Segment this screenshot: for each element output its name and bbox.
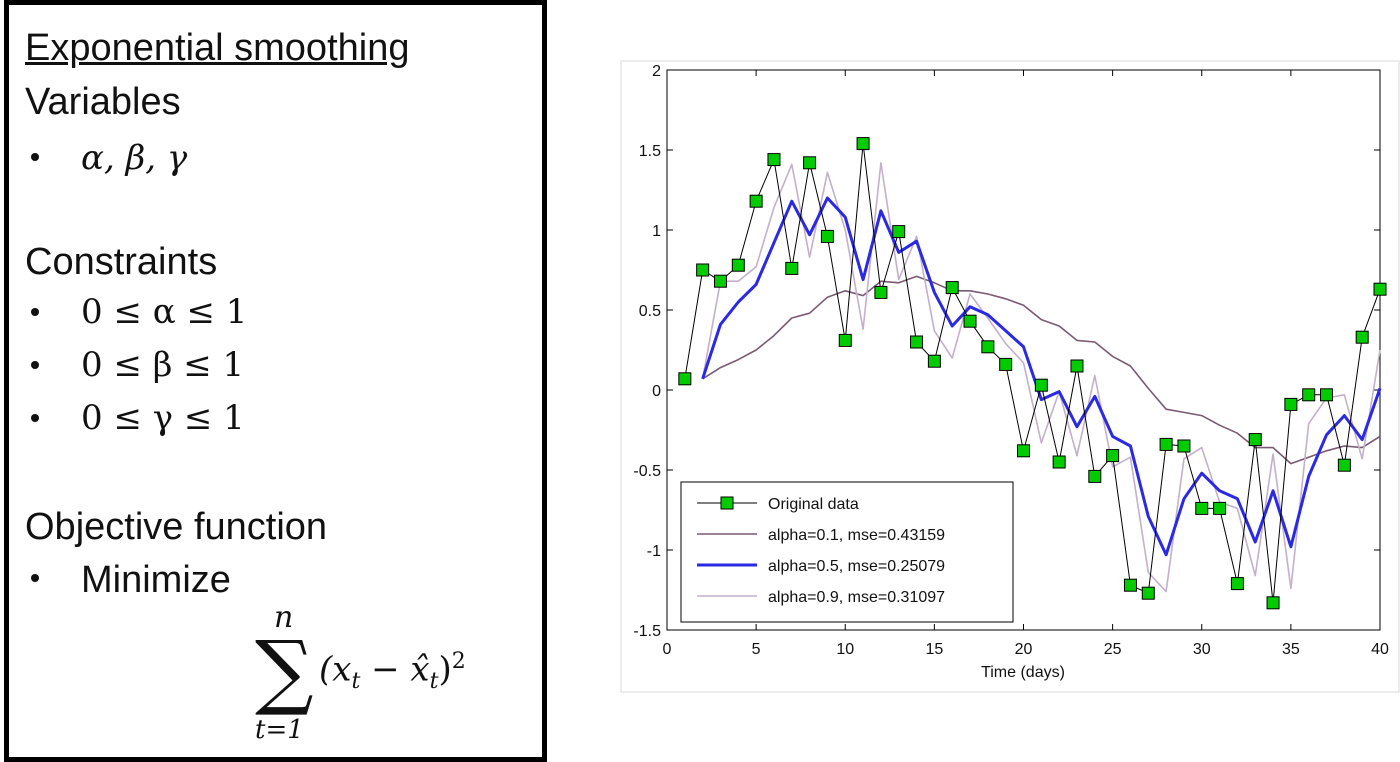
formula-sub: t [429, 669, 439, 695]
data-marker [999, 357, 1013, 371]
x-tick-label: 0 [663, 641, 672, 658]
data-marker [1052, 455, 1066, 469]
data-marker [749, 194, 763, 208]
data-marker [820, 229, 834, 243]
section-heading: Constraints [25, 241, 218, 283]
data-marker [1017, 444, 1030, 458]
formula-term: (xt − x̂t)2 [319, 651, 466, 693]
math-item: 0 ≤ γ ≤ 1 [81, 398, 245, 438]
text-panel: Exponential smoothing Variables α, β, γ … [4, 0, 547, 762]
legend-label: Original data [768, 496, 859, 513]
legend-marker [720, 496, 734, 510]
bullet [31, 574, 39, 582]
y-tick-label: 1.5 [639, 143, 661, 160]
data-marker [1159, 437, 1173, 451]
y-tick-label: -1.5 [633, 623, 661, 640]
data-marker [945, 281, 959, 295]
y-tick-label: -1 [647, 543, 661, 560]
section-heading: Variables [25, 81, 181, 123]
y-tick-label: 0 [652, 383, 661, 400]
legend-label: alpha=0.9, mse=0.31097 [768, 589, 945, 606]
data-marker [874, 285, 888, 299]
data-marker [1302, 388, 1316, 402]
legend-label: alpha=0.1, mse=0.43159 [768, 527, 945, 544]
data-marker [713, 274, 727, 288]
sum-upper: n [274, 600, 294, 635]
x-tick-label: 20 [1015, 641, 1033, 658]
data-marker [1070, 359, 1084, 373]
x-tick-label: 35 [1282, 641, 1300, 658]
formula-sub: t [351, 669, 361, 695]
x-tick-label: 25 [1104, 641, 1122, 658]
formula-minus: − [360, 649, 411, 690]
data-marker [838, 333, 852, 347]
panel-title: Exponential smoothing [25, 27, 410, 69]
series-line [701, 162, 1381, 593]
data-marker [1213, 501, 1227, 515]
y-tick-label: 2 [652, 63, 661, 80]
data-marker [785, 261, 799, 275]
series-line [701, 196, 1382, 557]
bullet [31, 308, 39, 316]
y-tick-label: -0.5 [633, 463, 661, 480]
data-marker [963, 314, 977, 328]
x-tick-label: 30 [1193, 641, 1211, 658]
section-heading: Objective function [25, 506, 328, 548]
data-marker [1320, 388, 1334, 402]
math-item: 0 ≤ α ≤ 1 [81, 292, 248, 332]
sum-operator: ∑ [255, 624, 314, 719]
data-marker [1373, 282, 1387, 296]
x-tick-label: 40 [1371, 641, 1389, 658]
data-marker [910, 335, 924, 349]
data-marker [1355, 330, 1369, 344]
data-marker [1088, 469, 1102, 483]
data-marker [981, 340, 995, 354]
x-tick-label: 5 [752, 641, 761, 658]
data-marker [678, 372, 692, 386]
data-marker [1248, 433, 1262, 447]
data-marker [1230, 577, 1244, 591]
y-tick-label: 1 [652, 223, 661, 240]
data-marker [892, 225, 906, 239]
math-item: α, β, γ [81, 138, 188, 178]
data-marker [927, 354, 941, 368]
formula-hat: x̂ [410, 649, 430, 690]
data-marker [1266, 596, 1280, 610]
data-marker [696, 263, 710, 277]
data-marker [731, 258, 745, 272]
bullet [31, 414, 39, 422]
x-tick-label: 15 [925, 641, 943, 658]
data-marker [1177, 439, 1191, 453]
data-marker [1284, 397, 1298, 411]
sum-lower: t=1 [255, 715, 304, 745]
item: Minimize [81, 559, 231, 601]
math-item: 0 ≤ β ≤ 1 [81, 345, 245, 385]
data-marker [1123, 578, 1137, 592]
series-line [684, 143, 1381, 604]
x-tick-label: 10 [836, 641, 854, 658]
y-tick-label: 0.5 [639, 303, 661, 320]
bullet [31, 153, 39, 161]
formula-open: (x [319, 649, 352, 690]
data-marker [803, 156, 817, 170]
data-marker [1034, 378, 1048, 392]
legend-label: alpha=0.5, mse=0.25079 [768, 558, 945, 575]
data-marker [856, 137, 870, 151]
bullet [31, 361, 39, 369]
data-marker [767, 153, 781, 167]
legend-box [680, 481, 1014, 623]
data-marker [1106, 449, 1120, 463]
x-axis-label: Time (days) [981, 664, 1065, 681]
formula-power: 2 [451, 649, 466, 674]
data-marker [1195, 501, 1209, 515]
data-marker [1337, 458, 1351, 472]
data-marker [1141, 586, 1155, 600]
series-line [702, 275, 1381, 465]
formula-close: ) [438, 649, 452, 690]
